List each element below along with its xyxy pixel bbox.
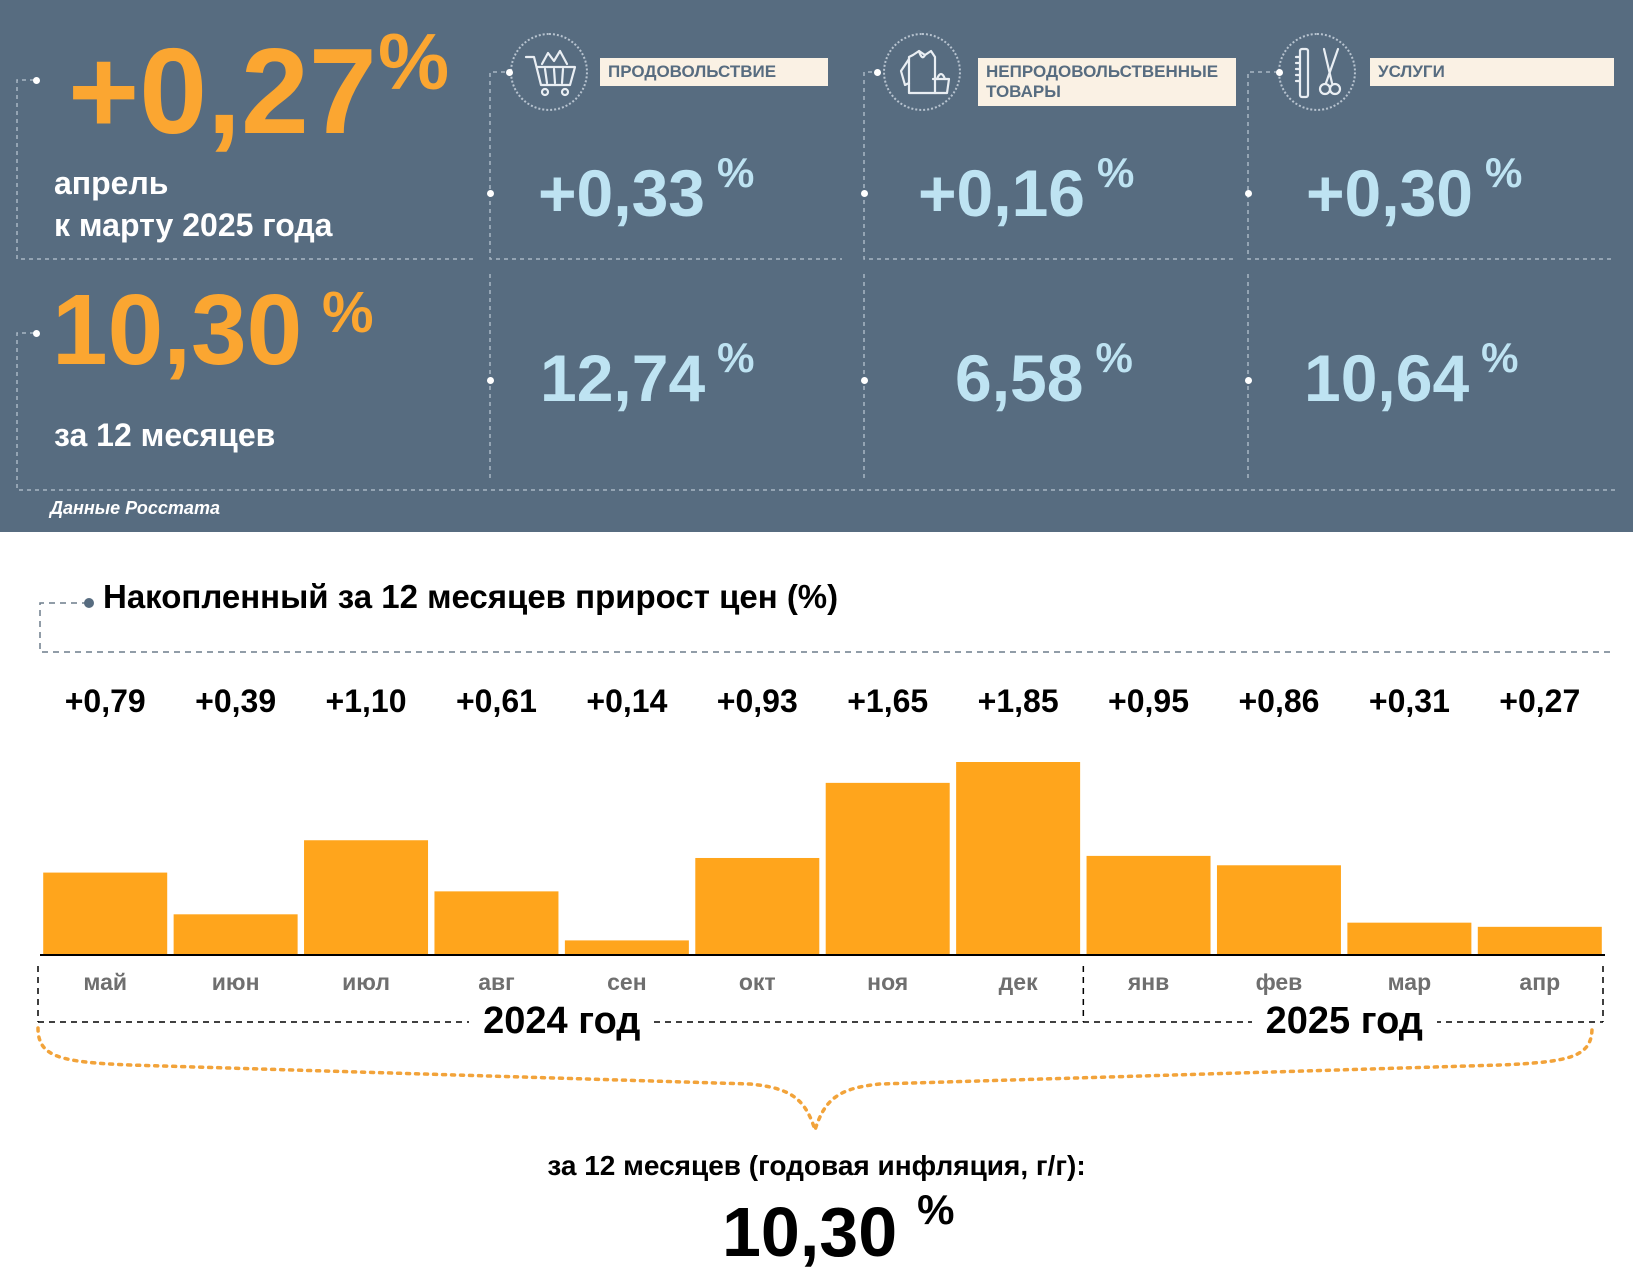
month-label: окт [739, 969, 776, 995]
month-label: авг [478, 969, 515, 995]
month-label: ноя [867, 969, 908, 995]
year-label-2025: 2025 год [1251, 1000, 1437, 1043]
annual-inflation-caption: за 12 месяцев (годовая инфляция, г/г): [547, 1150, 1086, 1181]
month-label: июн [212, 969, 260, 995]
data-source: Данные Росстата [50, 498, 220, 518]
bar-май [43, 872, 168, 955]
annual-inflation-value: 10,30% [722, 1186, 955, 1271]
value-label: +0,31 [1369, 683, 1450, 719]
food-monthly-value: +0,33% [538, 149, 755, 230]
nonfood-monthly-value: +0,16% [918, 149, 1135, 230]
bullet-dot [506, 69, 513, 76]
month-label: сен [607, 969, 646, 995]
bar-апр [1477, 926, 1602, 955]
bar-фев [1216, 865, 1341, 955]
bar-дек [956, 762, 1081, 955]
bullet-dot [487, 190, 494, 197]
bar-окт [695, 857, 820, 955]
month-label: мар [1388, 969, 1432, 995]
value-label: +0,61 [456, 683, 537, 719]
services-yearly-value: 10,64% [1304, 334, 1519, 415]
bar-сен [564, 940, 689, 955]
yearly-inflation-value: 10,30% [52, 274, 374, 386]
month-label: дек [999, 969, 1038, 995]
food-yearly-value: 12,74% [540, 334, 755, 415]
bullet-dot [1245, 377, 1252, 384]
value-label: +0,79 [65, 683, 146, 719]
bar-мар [1347, 922, 1472, 955]
value-label: +0,14 [586, 683, 667, 719]
value-label: +0,93 [717, 683, 798, 719]
bar-июн [173, 914, 298, 955]
bullet-dot [487, 377, 494, 384]
month-label: июл [342, 969, 390, 995]
value-label: +0,86 [1238, 683, 1319, 719]
clothes-bag-icon [883, 33, 961, 111]
month-label: янв [1127, 969, 1169, 995]
nonfood-yearly-value: 6,58% [955, 334, 1133, 415]
yearly-caption: за 12 месяцев [54, 417, 276, 453]
bullet-dot [1276, 69, 1283, 76]
value-label: +1,85 [978, 683, 1059, 719]
panel-dividers [16, 71, 1615, 491]
title-bullet-dot [84, 598, 94, 608]
total-brace [36, 1026, 1594, 1136]
value-label: +1,10 [326, 683, 407, 719]
bullet-dot [33, 77, 40, 84]
month-label: апр [1519, 969, 1560, 995]
bar-янв [1086, 855, 1211, 955]
bullet-dot [861, 377, 868, 384]
bar-ноя [825, 782, 950, 955]
bar-июл [304, 840, 429, 955]
value-label: +1,65 [847, 683, 928, 719]
bullet-dot [33, 330, 40, 337]
category-label-nonfood: НЕПРОДОВОЛЬСТВЕННЫЕ ТОВАРЫ [978, 58, 1236, 106]
category-label-food: ПРОДОВОЛЬСТВИЕ [600, 58, 828, 86]
bullet-dot [1245, 190, 1252, 197]
chart-title: Накопленный за 12 месяцев прирост цен (%… [103, 578, 839, 615]
year-label-2024: 2024 год [469, 1000, 655, 1043]
month-label: май [83, 969, 127, 995]
monthly-inflation-value: +0,27% [68, 17, 450, 159]
services-monthly-value: +0,30% [1306, 149, 1523, 230]
bullet-dot [874, 69, 881, 76]
comb-scissors-icon [1278, 33, 1356, 111]
bar-chart: +0,79 +0,39 +1,10 +0,61 +0,14 +0,93 +1,65 +1,85… [36, 598, 1610, 1136]
value-label: +0,27 [1499, 683, 1580, 719]
shopping-cart-icon [510, 33, 588, 111]
bullet-dot [861, 190, 868, 197]
summary-panel: +0,27% апрель к марту 2025 года 10,30% з… [0, 0, 1633, 532]
category-label-services: УСЛУГИ [1370, 58, 1614, 86]
value-label: +0,95 [1108, 683, 1189, 719]
value-label: +0,39 [195, 683, 276, 719]
bar-авг [434, 891, 559, 955]
monthly-caption: апрель к марту 2025 года [54, 165, 333, 243]
month-label: фев [1256, 969, 1303, 995]
